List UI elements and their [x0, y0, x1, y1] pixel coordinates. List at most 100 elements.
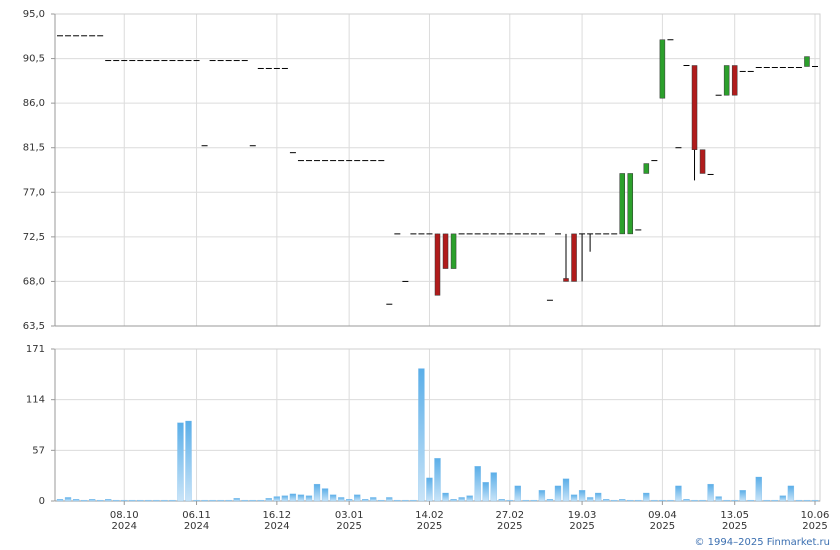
volume-bar: [305, 495, 313, 502]
volume-bar: [506, 499, 513, 502]
volume-bar: [522, 499, 530, 502]
candle-body: [627, 173, 634, 235]
candle-body: [450, 233, 457, 269]
x-tick-label: 27.02 2025: [495, 510, 524, 532]
volume-bar: [458, 497, 465, 502]
x-tick-label-line: 10.06: [801, 510, 830, 521]
x-tick-label: 03.01 2025: [335, 510, 364, 532]
x-tick-label-line: 06.11: [182, 510, 211, 521]
volume-bar: [249, 499, 256, 502]
volume-bar: [450, 499, 457, 502]
volume-bar: [201, 499, 208, 502]
volume-bar: [225, 499, 232, 502]
x-tick-label: 09.04 2025: [648, 510, 677, 532]
volume-bar: [386, 497, 393, 502]
volume-bar: [426, 477, 433, 502]
volume-bar: [779, 495, 787, 502]
candle-body: [723, 65, 730, 96]
x-tick-label: 14.02 2025: [415, 510, 444, 532]
volume-bar: [265, 498, 272, 502]
volume-bar: [161, 499, 168, 502]
x-tick-label-line: 2025: [417, 521, 442, 532]
y-tick-label: 95,0: [23, 9, 45, 20]
volume-bar: [354, 494, 361, 502]
volume-bar: [257, 499, 264, 502]
footer[interactable]: © 1994–2025 Finmarket.ru: [694, 537, 830, 548]
y-tick-label: 57: [32, 445, 45, 456]
volume-bar: [667, 499, 674, 502]
volume-bar: [362, 499, 369, 502]
volume-bar: [337, 497, 345, 502]
volume-bar: [675, 485, 682, 502]
volume-bar: [185, 420, 192, 502]
x-tick-label: 13.05 2025: [720, 510, 749, 532]
volume-bar: [273, 496, 281, 502]
volume-bar: [611, 499, 618, 502]
candle-body: [731, 65, 738, 96]
volume-bar: [193, 499, 200, 502]
x-tick-label-line: 2025: [650, 521, 675, 532]
volume-bar: [490, 472, 497, 502]
volume-bar: [153, 499, 160, 502]
y-tick-label: 90,5: [23, 54, 45, 65]
y-tick-label: 68,0: [23, 276, 45, 287]
volume-bar: [410, 499, 417, 502]
volume-bar: [313, 483, 321, 502]
volume-bar: [723, 499, 730, 502]
volume-bar: [586, 497, 594, 502]
volume-bar: [619, 499, 626, 502]
x-tick-label-line: 2025: [336, 521, 361, 532]
x-tick-label-line: 08.10: [110, 510, 139, 521]
volume-bar: [370, 497, 377, 502]
candle-body: [804, 56, 810, 67]
volume-bar: [345, 499, 353, 502]
volume-bar: [635, 499, 642, 502]
y-tick-label: 0: [39, 496, 45, 507]
volume-bar: [603, 499, 610, 502]
volume-bar: [514, 485, 521, 502]
volume-bar: [241, 499, 248, 502]
x-tick-label-line: 2025: [569, 521, 594, 532]
y-tick-label: 81,5: [23, 143, 45, 154]
x-tick-label-line: 2024: [184, 521, 209, 532]
x-tick-label: 06.11 2024: [182, 510, 211, 532]
candle-body: [571, 233, 577, 282]
x-tick-label-line: 03.01: [335, 510, 364, 521]
volume-bar: [643, 492, 650, 502]
volume-bar: [691, 499, 698, 502]
volume-bar: [145, 499, 152, 502]
volume-bar: [562, 478, 570, 502]
volume-bar: [321, 488, 329, 502]
volume-bar: [233, 498, 240, 502]
x-tick-label-line: 2025: [722, 521, 747, 532]
volume-bar: [56, 499, 64, 502]
volume-bar: [651, 499, 658, 502]
x-tick-label-line: 14.02: [415, 510, 444, 521]
volume-bar: [442, 492, 449, 502]
volume-bar: [538, 490, 546, 502]
volume-bar: [699, 499, 706, 502]
volume-bar: [105, 499, 112, 502]
volume-bar: [659, 499, 666, 502]
candle-body: [442, 233, 449, 269]
x-tick-label: 08.10 2024: [110, 510, 139, 532]
volume-bar: [418, 368, 425, 502]
x-tick-label-line: 13.05: [720, 510, 749, 521]
y-tick-label: 86,0: [23, 98, 45, 109]
volume-bar: [498, 499, 505, 502]
x-tick-label: 19.03 2025: [568, 510, 597, 532]
volume-bar: [329, 494, 337, 502]
y-tick-label: 171: [26, 344, 45, 355]
volume-bar: [113, 499, 120, 502]
y-tick-label: 72,5: [23, 232, 45, 243]
volume-bar: [169, 499, 176, 502]
volume-bar: [707, 483, 714, 502]
volume-bar: [80, 499, 88, 502]
x-tick-label-line: 2025: [497, 521, 522, 532]
volume-bar: [787, 485, 795, 502]
candle-body: [563, 278, 569, 282]
volume-bar: [771, 499, 778, 502]
volume-bar: [378, 499, 385, 502]
volume-bar: [739, 490, 746, 502]
